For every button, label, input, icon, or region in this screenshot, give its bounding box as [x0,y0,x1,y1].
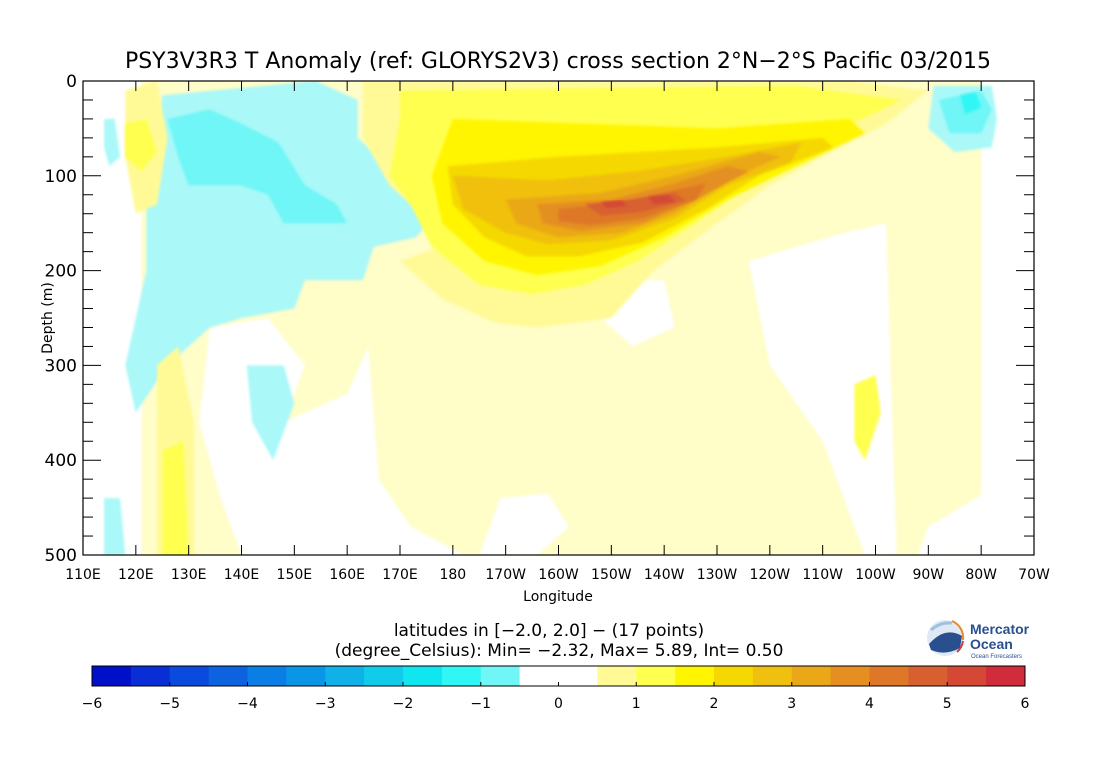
colorbar-cell [92,666,132,686]
colorbar-cell [130,666,171,686]
colorbar-tick-label: −3 [315,696,336,712]
colorbar-cell [830,666,870,686]
contour-region [104,118,120,167]
colorbar-tick-label: −4 [237,696,258,712]
x-tick-label: 170W [485,567,526,583]
contour-region [854,374,881,461]
colorbar-tick-label: −6 [82,696,103,712]
colorbar-tick-label: 5 [943,696,952,712]
y-tick-label: 400 [45,451,77,471]
colorbar-cell [519,666,559,686]
contour-region [600,200,628,208]
colorbar-ticks: −6 −5 −4 −3 −2 −1 0 1 2 3 4 5 6 [82,682,1030,712]
contour-region [960,92,982,115]
colorbar-tick-label: 1 [632,696,641,712]
colorbar-cell [869,666,909,686]
colorbar-cell [597,666,637,686]
contour-region [748,223,897,555]
colorbar-cell [908,666,948,686]
contour-region [104,498,126,555]
colorbar-tick-label: −2 [393,696,414,712]
colorbar-cell [791,666,832,686]
x-tick-label: 140W [644,567,685,583]
colorbar-tick-label: −1 [470,696,491,712]
colorbar-cell [558,666,598,686]
logo-tagline: Ocean Forecasters [971,654,1022,660]
contour-fill [83,81,1034,555]
x-tick-label: 130W [697,567,738,583]
colorbar-cell [403,666,443,686]
x-tick-label: 110W [802,567,843,583]
colorbar-cell [169,666,210,686]
colorbar-cell [208,666,248,686]
x-tick-label: 160W [538,567,579,583]
colorbar-tick-label: 4 [865,696,874,712]
colorbar-tick-label: 6 [1021,696,1030,712]
x-tick-label: 90W [912,567,944,583]
x-tick-label: 120W [750,567,791,583]
colorbar-cell [636,666,676,686]
x-tick-label: 180 [439,567,466,583]
x-tick-label: 150W [591,567,632,583]
y-tick-label: 100 [45,167,77,187]
colorbar-cell [364,666,404,686]
logo-text-ocean: Ocean [970,636,1013,652]
contour-region [83,81,142,555]
colorbar-tick-label: 3 [787,696,796,712]
contour-region [648,194,675,205]
colorbar-cell [480,666,521,686]
y-axis-label: Depth (m) [40,282,56,354]
contour-region [125,118,157,172]
contour-region [479,493,570,555]
colorbar-tick-label: 0 [554,696,563,712]
x-tick-label: 80W [965,567,997,583]
contour-region [981,81,1034,555]
x-tick-label: 110E [65,567,101,583]
colorbar-cell [947,666,987,686]
contour-region [167,109,348,224]
x-tick-label: 100W [855,567,896,583]
colorbar-cells [92,666,1026,686]
x-axis: 110E 120E 130E 140E 150E 160E 170E 180 170W 160W 1… [65,81,1050,583]
mercator-ocean-logo: Mercator Ocean Ocean Forecasters [927,620,1030,660]
colorbar-cell [286,666,326,686]
colorbar-cell [247,666,287,686]
contour-region [917,488,1003,555]
x-tick-label: 120E [118,567,154,583]
x-tick-label: 130E [171,567,207,583]
info-line-stats: (degree_Celsius): Min= −2.32, Max= 5.89,… [335,641,784,661]
x-tick-label: 140E [224,567,260,583]
x-tick-label: 170E [382,567,418,583]
y-tick-label: 0 [66,72,77,92]
x-tick-label: 160E [329,567,365,583]
colorbar-cell [752,666,793,686]
colorbar-tick-label: 2 [710,696,719,712]
contour-region [162,441,189,555]
colorbar-tick-label: −5 [159,696,180,712]
plot-area: 110E 120E 130E 140E 150E 160E 170E 180 170W 160W 1… [45,72,1050,583]
y-axis: 0 100 200 300 400 500 [45,72,1034,566]
colorbar-cell [325,666,365,686]
y-tick-label: 500 [45,546,77,566]
y-tick-label: 200 [45,262,77,282]
colorbar: −6 −5 −4 −3 −2 −1 0 1 2 3 4 5 6 [82,665,1030,712]
contour-region [246,365,295,461]
colorbar-cell [675,666,715,686]
colorbar-cell [986,666,1026,686]
colorbar-cell [441,666,482,686]
colorbar-cell [714,666,754,686]
y-tick-label: 300 [45,356,77,376]
x-tick-label: 150E [277,567,313,583]
globe-icon [927,620,965,656]
chart-title: PSY3V3R3 T Anomaly (ref: GLORYS2V3) cros… [125,49,991,74]
info-line-latitudes: latitudes in [−2.0, 2.0] − (17 points) [394,621,704,641]
logo-text-mercator: Mercator [970,621,1030,637]
x-axis-label: Longitude [523,589,593,605]
x-tick-label: 70W [1018,567,1050,583]
